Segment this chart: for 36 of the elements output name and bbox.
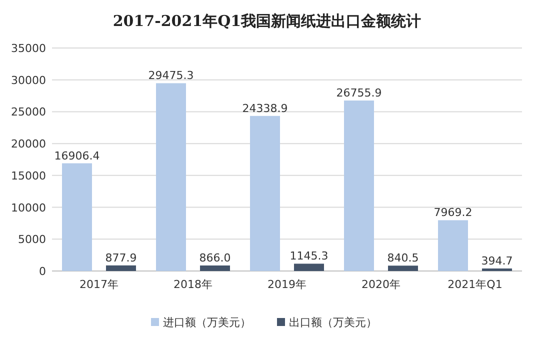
bar (156, 83, 186, 271)
bar (106, 265, 136, 271)
text: 866.0 (199, 251, 231, 264)
text: 1145.3 (290, 250, 328, 263)
y-tick-label: 5000 (18, 233, 46, 246)
y-tick-label: 15000 (11, 169, 46, 182)
legend-label: 出口额（万美元） (289, 316, 377, 329)
y-tick-label: 20000 (11, 138, 46, 151)
text: 7969.2 (434, 206, 472, 220)
x-tick-label: 2017年 (80, 278, 118, 291)
bar (62, 163, 92, 271)
bar (344, 100, 374, 271)
bar (294, 264, 324, 271)
text: 24338.9 (242, 102, 288, 115)
bar (388, 266, 418, 271)
y-tick-label: 35000 (11, 42, 46, 55)
text: 877.9 (105, 251, 137, 264)
chart-title: 2017-2021年Q1我国新闻纸进出口金额统计 (112, 12, 422, 30)
text: 26755.9 (336, 86, 382, 100)
y-tick-label: 30000 (11, 74, 46, 87)
legend-label: 进口额（万美元） (163, 316, 251, 329)
bar (200, 265, 230, 271)
text: 840.5 (387, 252, 419, 265)
x-tick-label: 2020年 (362, 278, 400, 291)
x-tick-label: 2019年 (268, 278, 306, 291)
x-tick-label: 2021年Q1 (448, 278, 502, 291)
text: 16906.4 (54, 149, 100, 162)
bar (482, 268, 512, 271)
x-tick-label: 2018年 (174, 278, 212, 291)
bar (438, 220, 468, 271)
bar (250, 116, 280, 271)
y-tick-label: 10000 (11, 201, 46, 214)
text: 394.7 (481, 254, 513, 268)
text: 29475.3 (148, 69, 194, 82)
y-tick-label: 25000 (11, 106, 46, 119)
y-tick-label: 0 (39, 265, 46, 278)
